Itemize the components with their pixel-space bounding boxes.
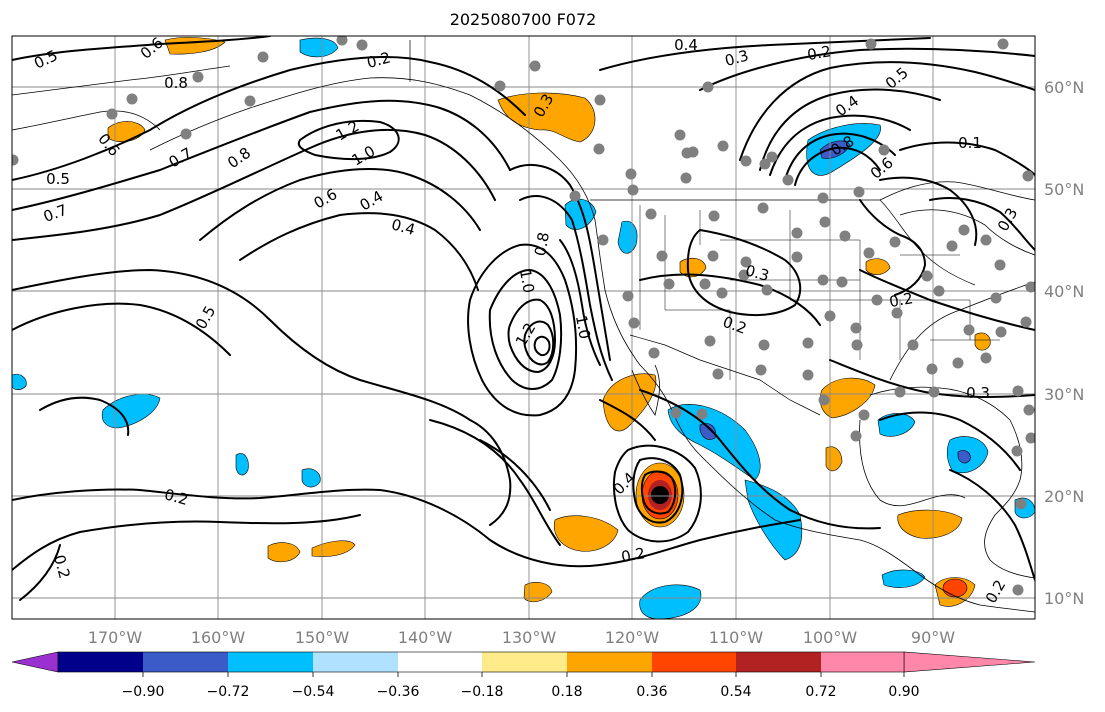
contour-label: 0.2 (620, 544, 647, 566)
colorbar-tick-label: −0.36 (377, 684, 420, 700)
latitude-label: 30°N (1044, 385, 1084, 404)
negative-anomaly-area (299, 37, 339, 58)
colorbar-tick-label: 0.54 (720, 684, 751, 700)
map-title: 2025080700 F072 (450, 10, 597, 29)
contour-label: 0.3 (743, 261, 771, 285)
colorbar-segment (398, 652, 482, 672)
longitude-label: 160°W (191, 628, 246, 647)
colorbar-segment (821, 652, 904, 672)
station-dots (12, 36, 1035, 596)
longitude-label: 100°W (803, 628, 858, 647)
colorbar-segment (736, 652, 821, 672)
longitude-label: 150°W (295, 628, 350, 647)
longitude-label: 130°W (502, 628, 557, 647)
positive-anomaly-area (554, 515, 619, 552)
negative-anomaly-area (877, 413, 916, 437)
contour-label: 0.2 (162, 485, 190, 509)
hurricane-center (651, 486, 669, 504)
negative-anomaly-area (301, 468, 321, 488)
contour-label: 0.4 (389, 215, 417, 239)
colorbar-segment (567, 652, 652, 672)
contour-label: 0.2 (806, 42, 833, 64)
longitude-label: 170°W (88, 628, 143, 647)
negative-anomaly-area (101, 393, 161, 429)
colorbar-segment (482, 652, 567, 672)
graticule (12, 36, 1035, 619)
contour-label: 0.2 (888, 289, 915, 311)
contour-label: 0.8 (164, 74, 188, 92)
colorbar-segment (143, 652, 228, 672)
negative-anomaly-area (639, 584, 702, 619)
negative-anomaly-area (957, 450, 971, 464)
positive-anomaly-area (974, 332, 991, 351)
positive-anomaly-area (497, 92, 596, 143)
contour-label: 0.3 (723, 46, 751, 70)
colorbar-tick-label: −0.18 (461, 684, 504, 700)
shaded-anomaly-areas (12, 37, 1035, 619)
colorbar-outline (57, 651, 905, 673)
colorbar-tick-label: 0.90 (888, 684, 919, 700)
map-panel: 0.5 0.6 0.8 0.2 0.4 0.3 0.2 0.5 0.4 0.8 … (11, 35, 1036, 620)
positive-anomaly-area (523, 582, 553, 603)
colorbar-tick-label: 0.72 (805, 684, 836, 700)
contour-label: 0.3 (966, 384, 990, 402)
colorbar-ticks (142, 672, 905, 677)
colorbar-tick-label: −0.54 (292, 684, 335, 700)
contour-label: 0.8 (531, 231, 553, 258)
colorbar-segment (228, 652, 313, 672)
colorbar-max-extend (903, 651, 1036, 673)
longitude-label: 90°W (911, 628, 955, 647)
negative-anomaly-area (744, 479, 803, 561)
contour-lines (12, 36, 1035, 601)
negative-anomaly-area (699, 423, 716, 440)
contour-label: 1.0 (516, 268, 538, 295)
positive-anomaly-area (602, 373, 657, 432)
colorbar-tick-label: 0.18 (551, 684, 582, 700)
colorbar: −0.90 −0.72 −0.54 −0.36 −0.18 0.18 0.36 … (11, 651, 1036, 700)
latitude-label: 60°N (1044, 78, 1084, 97)
positive-anomaly-area (942, 578, 968, 598)
colorbar-min-extend (11, 651, 59, 673)
colorbar-tick-label: 0.36 (636, 684, 667, 700)
negative-anomaly-area (235, 453, 249, 476)
positive-anomaly-area (865, 258, 891, 275)
contour-label: 1.0 (572, 314, 594, 341)
latitude-label: 40°N (1044, 282, 1084, 301)
longitude-label: 120°W (605, 628, 660, 647)
contour-label: 0.4 (674, 36, 698, 54)
latitude-label: 10°N (1044, 589, 1084, 608)
latitude-label: 50°N (1044, 180, 1084, 199)
positive-anomaly-area (267, 542, 301, 563)
colorbar-tick-label: −0.72 (207, 684, 250, 700)
contour-label: 0.1 (958, 134, 982, 152)
positive-anomaly-area (819, 377, 876, 419)
colorbar-segment (58, 652, 143, 672)
negative-anomaly-area (881, 569, 926, 588)
latitude-label: 20°N (1044, 487, 1084, 506)
contour-label: 0.5 (46, 170, 70, 188)
colorbar-tick-label: −0.90 (122, 684, 165, 700)
latitude-labels: 60°N 50°N 40°N 30°N 20°N 10°N (1044, 78, 1084, 608)
negative-anomaly-area (12, 373, 27, 390)
longitude-label: 140°W (398, 628, 453, 647)
colorbar-segment (313, 652, 398, 672)
positive-anomaly-area (897, 509, 963, 539)
map-frame (11, 35, 1036, 620)
contour-label: 0.2 (50, 553, 74, 581)
colorbar-segment (652, 652, 736, 672)
longitude-labels: 170°W 160°W 150°W 140°W 130°W 120°W 110°… (88, 628, 955, 647)
longitude-label: 110°W (709, 628, 764, 647)
coastlines (12, 65, 1035, 613)
contour-label: 0.2 (365, 48, 393, 72)
